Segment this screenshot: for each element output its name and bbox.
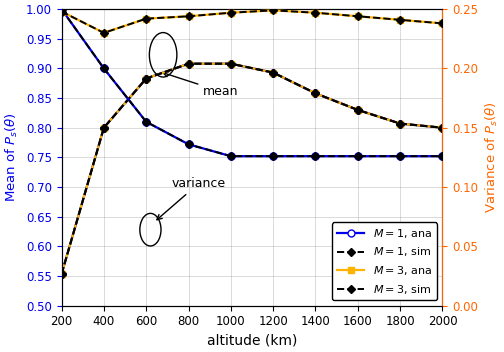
Legend: $M=1$, ana, $M=1$, sim, $M=3$, ana, $M=3$, sim: $M=1$, ana, $M=1$, sim, $M=3$, ana, $M=3… xyxy=(332,222,437,300)
Text: variance: variance xyxy=(157,177,226,220)
Y-axis label: Mean of $P_s(\theta)$: Mean of $P_s(\theta)$ xyxy=(4,113,20,202)
X-axis label: altitude (km): altitude (km) xyxy=(207,334,297,348)
Text: mean: mean xyxy=(163,72,239,98)
Y-axis label: Variance of $P_s(\theta)$: Variance of $P_s(\theta)$ xyxy=(484,101,500,213)
